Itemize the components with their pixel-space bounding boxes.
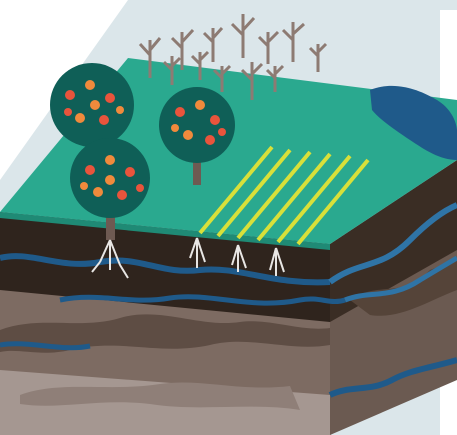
bare-tree-icon-12 — [265, 64, 285, 92]
grass-edge — [0, 212, 330, 250]
water-channel-deep — [328, 357, 457, 398]
water-channel-icon-2 — [59, 294, 346, 306]
apple-tree-icon-2 — [159, 87, 235, 185]
crop-rows — [198, 145, 370, 246]
groundwater-channels — [0, 85, 457, 398]
bare-tree-icon — [138, 37, 162, 78]
bare-tree-icon-11 — [240, 62, 264, 100]
crop-row-icon-6 — [296, 158, 370, 246]
water-channel-right-2 — [344, 255, 457, 303]
crop-row-icon — [198, 145, 274, 235]
bare-tree-icon-6 — [281, 22, 306, 62]
rock-band-lower — [20, 382, 300, 410]
crop-row-icon-3 — [236, 150, 312, 240]
bare-tree-icon-8 — [162, 56, 182, 85]
bare-tree-icon-10 — [212, 64, 232, 92]
root-system-icon-2 — [189, 237, 206, 268]
root-system-icon — [91, 239, 129, 279]
apple-tree-icon-3 — [70, 138, 150, 240]
crop-row-icon-5 — [276, 154, 352, 244]
water-channel-icon — [0, 253, 331, 286]
rock-band — [0, 314, 330, 353]
bare-tree-icon-5 — [257, 30, 280, 64]
crop-row-icon-4 — [256, 152, 332, 242]
pond — [370, 85, 457, 160]
water-channel-right — [328, 202, 457, 285]
crop-row-icon-2 — [216, 148, 292, 238]
bare-tree-icon-9 — [190, 50, 210, 80]
root-system-icon-4 — [269, 247, 285, 276]
bare-tree-icon-3 — [202, 26, 224, 62]
bare-tree-icon-4 — [230, 14, 256, 58]
root-system-icon-3 — [231, 244, 247, 272]
roots — [91, 237, 285, 279]
bare-tree-icon-7 — [308, 42, 328, 72]
water-channel-left-lower — [0, 341, 91, 351]
bare-tree-icon-2 — [170, 28, 195, 70]
young-tree-grove — [138, 14, 328, 100]
